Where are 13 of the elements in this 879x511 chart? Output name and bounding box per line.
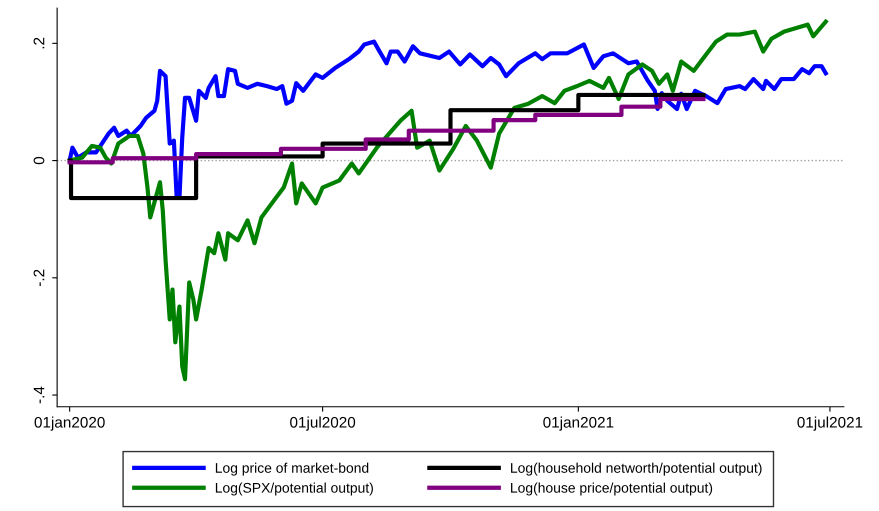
legend-label: Log(SPX/potential output): [216, 482, 373, 496]
x-tick-label: 01jul2021: [797, 416, 862, 431]
y-tick-label: 0: [34, 156, 44, 164]
x-tick-label: 01jul2020: [290, 416, 356, 431]
legend-label: Log(house price/potential output): [511, 482, 712, 496]
legend-label: Log price of market-bond: [216, 462, 368, 476]
y-tick-label: -.2: [34, 270, 44, 286]
line-series: [68, 20, 828, 382]
y-tick-label: -.4: [34, 386, 44, 404]
x-tick-label: 01jan2020: [34, 416, 105, 431]
legend-label: Log(household networth/potential output): [511, 462, 762, 476]
y-tick-label: .2: [34, 38, 44, 48]
x-tick-label: 01jan2021: [543, 416, 614, 431]
